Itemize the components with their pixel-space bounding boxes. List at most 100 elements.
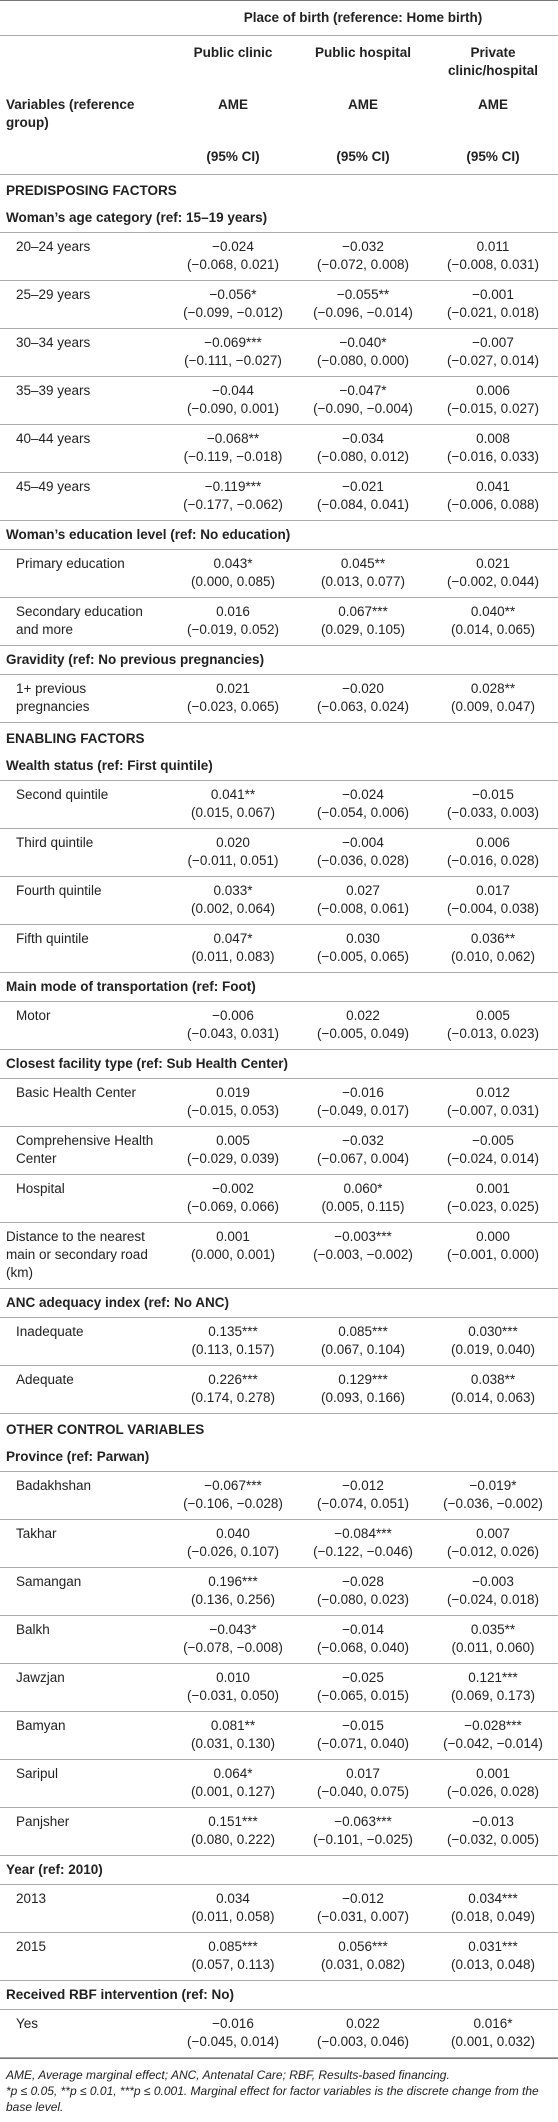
ci: (−0.090, 0.001) xyxy=(187,401,279,416)
value-cell: 0.011 (−0.008, 0.031) xyxy=(428,232,558,281)
ame: −0.119*** xyxy=(204,479,262,494)
value-cell: 0.041 (−0.006, 0.088) xyxy=(428,472,558,521)
row-label: Fourth quintile xyxy=(0,876,168,925)
group-row: Received RBF intervention (ref: No) xyxy=(0,1980,558,2010)
footnotes: AME, Average marginal effect; ANC, Anten… xyxy=(0,2058,558,2115)
value-cell: 0.067*** (0.029, 0.105) xyxy=(298,597,428,646)
ci: (−0.015, 0.027) xyxy=(447,401,539,416)
value-cell: 0.005 (−0.013, 0.023) xyxy=(428,1001,558,1050)
value-cell: 0.001 (−0.026, 0.028) xyxy=(428,1759,558,1808)
ame: −0.013 xyxy=(472,1814,514,1829)
value-cell: 0.085*** (0.057, 0.113) xyxy=(168,1932,298,1981)
value-cell: −0.012 (−0.031, 0.007) xyxy=(298,1884,428,1933)
ame: 0.030 xyxy=(346,931,380,946)
group-row: Main mode of transportation (ref: Foot) xyxy=(0,972,558,1002)
ame: −0.020 xyxy=(342,681,384,696)
ci: (−0.080, 0.023) xyxy=(317,1592,409,1607)
data-row: 35–39 years −0.044 (−0.090, 0.001) −0.047* (… xyxy=(0,376,558,425)
section-title: OTHER CONTROL VARIABLES xyxy=(6,1422,205,1437)
header-row: Place of birth (reference: Home birth) xyxy=(0,0,558,36)
value-cell: 0.012 (−0.007, 0.031) xyxy=(428,1078,558,1127)
row-label: Comprehensive Health Center xyxy=(0,1126,168,1175)
group-title: Main mode of transportation (ref: Foot) xyxy=(0,972,558,1002)
group-title: Province (ref: Parwan) xyxy=(0,1443,558,1472)
value-cell: −0.016 (−0.045, 0.014) xyxy=(168,2009,298,2058)
ci: (−0.036, 0.028) xyxy=(317,853,409,868)
ci: (−0.024, 0.018) xyxy=(447,1592,539,1607)
ame: −0.001 xyxy=(472,287,514,302)
ci: (−0.029, 0.039) xyxy=(187,1151,279,1166)
data-row: Saripul 0.064* (0.001, 0.127) 0.017 (−0.040,… xyxy=(0,1759,558,1808)
ci: (−0.008, 0.031) xyxy=(447,257,539,272)
row-label: 45–49 years xyxy=(0,472,168,521)
value-cell: −0.055** (−0.096, −0.014) xyxy=(298,280,428,329)
value-cell: 0.001 (−0.023, 0.025) xyxy=(428,1174,558,1223)
value-cell: 0.033* (0.002, 0.064) xyxy=(168,876,298,925)
row-label: Badakhshan xyxy=(0,1471,168,1520)
value-cell: 0.038** (0.014, 0.063) xyxy=(428,1365,558,1414)
ci: (−0.065, 0.015) xyxy=(317,1688,409,1703)
ame: 0.001 xyxy=(216,1229,250,1244)
ame: −0.006 xyxy=(212,1008,254,1023)
section-row: OTHER CONTROL VARIABLES xyxy=(0,1414,558,1444)
ame: 0.129*** xyxy=(338,1372,388,1387)
ame: 0.030*** xyxy=(468,1324,518,1339)
ci: (0.000, 0.001) xyxy=(190,1247,276,1262)
ci: (0.005, 0.115) xyxy=(321,1199,405,1214)
ci: (−0.119, −0.018) xyxy=(183,449,283,464)
ci: (0.013, 0.048) xyxy=(450,1957,536,1972)
ame: −0.015 xyxy=(342,1718,384,1733)
value-cell: −0.047* (−0.090, −0.004) xyxy=(298,376,428,425)
ame: 0.012 xyxy=(476,1085,510,1100)
group-title: Woman’s education level (ref: No educati… xyxy=(0,520,558,550)
ame: 0.017 xyxy=(346,1766,380,1781)
ci: (−0.015, 0.053) xyxy=(187,1103,279,1118)
ci: (−0.072, 0.008) xyxy=(317,257,409,272)
ame: 0.196*** xyxy=(208,1574,258,1589)
data-row: Adequate 0.226*** (0.174, 0.278) 0.129*** (0… xyxy=(0,1365,558,1414)
section-row: ENABLING FACTORS xyxy=(0,723,558,753)
ame: −0.028*** xyxy=(464,1718,522,1733)
measure-header: AME xyxy=(478,97,508,112)
ame: −0.015 xyxy=(472,787,514,802)
ci: (−0.111, −0.027) xyxy=(184,353,282,368)
ame: −0.032 xyxy=(342,1133,384,1148)
ci: (0.019, 0.040) xyxy=(450,1342,536,1357)
measure-header: AME xyxy=(218,97,248,112)
ci: (−0.012, 0.026) xyxy=(447,1544,539,1559)
ame: −0.002 xyxy=(212,1181,254,1196)
value-cell: 0.001 (0.000, 0.001) xyxy=(168,1222,298,1289)
ci: (0.031, 0.082) xyxy=(320,1957,406,1972)
results-table: Place of birth (reference: Home birth) Pu… xyxy=(0,0,558,2058)
value-cell: −0.013 (−0.032, 0.005) xyxy=(428,1807,558,1856)
value-cell: 0.005 (−0.029, 0.039) xyxy=(168,1126,298,1175)
value-cell: 0.043* (0.000, 0.085) xyxy=(168,549,298,598)
value-cell: −0.084*** (−0.122, −0.046) xyxy=(298,1519,428,1568)
row-label: Panjsher xyxy=(0,1807,168,1856)
header-blank xyxy=(0,0,168,36)
value-cell: −0.025 (−0.065, 0.015) xyxy=(298,1663,428,1712)
ci: (0.057, 0.113) xyxy=(191,1957,275,1972)
value-cell: 0.027 (−0.008, 0.061) xyxy=(298,876,428,925)
data-row: Inadequate 0.135*** (0.113, 0.157) 0.085***… xyxy=(0,1317,558,1366)
value-cell: 0.060* (0.005, 0.115) xyxy=(298,1174,428,1223)
value-cell: 0.017 (−0.040, 0.075) xyxy=(298,1759,428,1808)
ci: (0.010, 0.062) xyxy=(450,949,536,964)
ame: −0.012 xyxy=(342,1891,384,1906)
ci: (−0.021, 0.018) xyxy=(447,305,539,320)
value-cell: −0.015 (−0.071, 0.040) xyxy=(298,1711,428,1760)
ci: (0.080, 0.222) xyxy=(190,1832,276,1847)
value-cell: 0.040** (0.014, 0.065) xyxy=(428,597,558,646)
ci: (−0.013, 0.023) xyxy=(447,1026,539,1041)
group-title: Wealth status (ref: First quintile) xyxy=(0,752,558,781)
ame: −0.043* xyxy=(209,1622,257,1637)
ci: (−0.084, 0.041) xyxy=(317,497,409,512)
group-title: Woman’s age category (ref: 15–19 years) xyxy=(0,204,558,233)
ame: 0.033* xyxy=(213,883,253,898)
ame: 0.010 xyxy=(216,1670,250,1685)
ci: (−0.001, 0.000) xyxy=(447,1247,539,1262)
value-cell: −0.063*** (−0.101, −0.025) xyxy=(298,1807,428,1856)
ame: 0.085*** xyxy=(338,1324,388,1339)
ci: (0.174, 0.278) xyxy=(190,1390,276,1405)
ame: 0.035** xyxy=(470,1622,516,1637)
